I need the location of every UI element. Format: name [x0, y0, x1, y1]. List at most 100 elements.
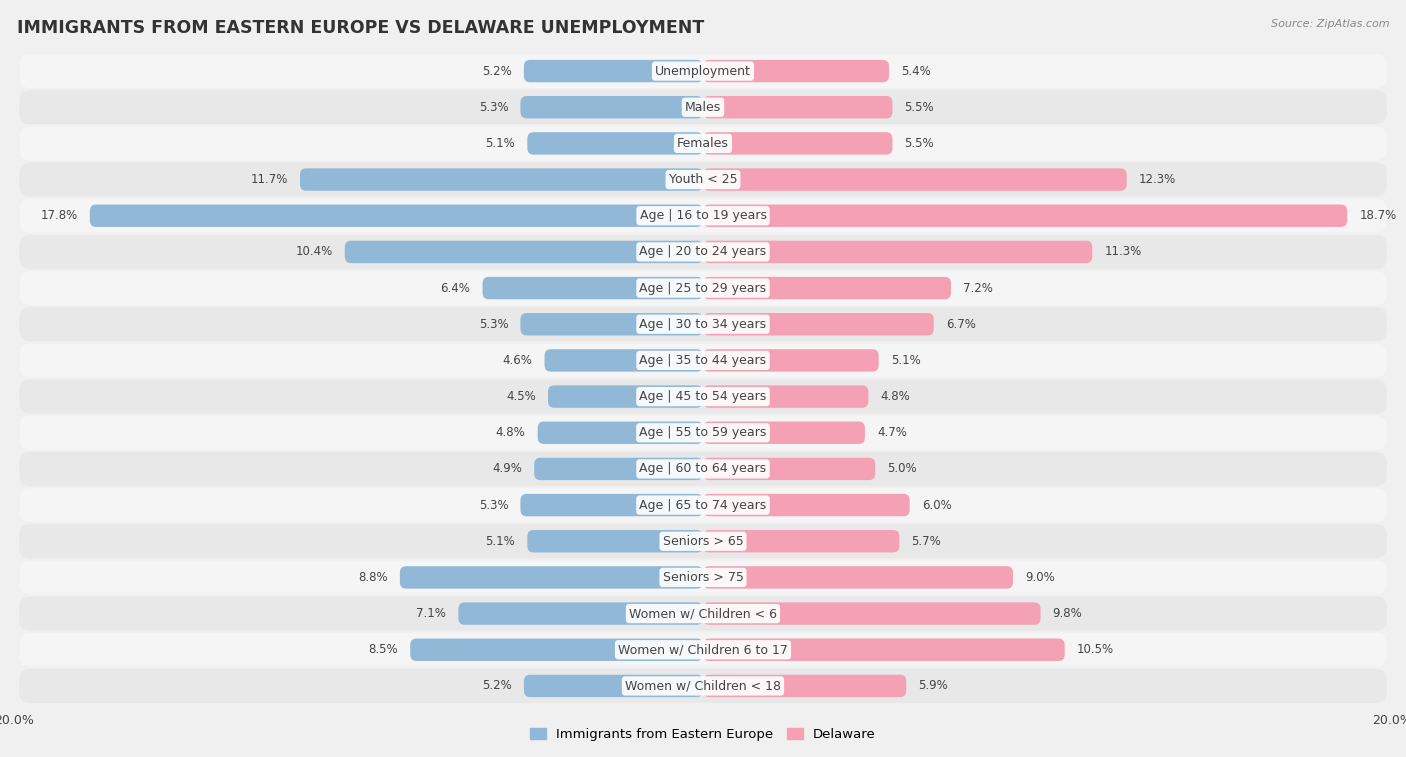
Text: Age | 25 to 29 years: Age | 25 to 29 years — [640, 282, 766, 294]
Text: 5.1%: 5.1% — [485, 137, 515, 150]
Text: Age | 16 to 19 years: Age | 16 to 19 years — [640, 209, 766, 223]
Text: 12.3%: 12.3% — [1139, 173, 1175, 186]
Text: 5.2%: 5.2% — [482, 680, 512, 693]
FancyBboxPatch shape — [703, 674, 907, 697]
Text: 5.3%: 5.3% — [479, 318, 509, 331]
FancyBboxPatch shape — [703, 639, 1064, 661]
Text: 7.1%: 7.1% — [416, 607, 446, 620]
Text: 9.0%: 9.0% — [1025, 571, 1054, 584]
FancyBboxPatch shape — [20, 379, 1386, 413]
FancyBboxPatch shape — [703, 494, 910, 516]
FancyBboxPatch shape — [20, 597, 1386, 631]
FancyBboxPatch shape — [703, 349, 879, 372]
Text: Source: ZipAtlas.com: Source: ZipAtlas.com — [1271, 19, 1389, 29]
Text: 8.8%: 8.8% — [359, 571, 388, 584]
FancyBboxPatch shape — [520, 494, 703, 516]
FancyBboxPatch shape — [527, 132, 703, 154]
FancyBboxPatch shape — [20, 669, 1386, 703]
Text: 11.7%: 11.7% — [250, 173, 288, 186]
FancyBboxPatch shape — [20, 163, 1386, 197]
Text: 5.5%: 5.5% — [904, 101, 934, 114]
FancyBboxPatch shape — [703, 458, 875, 480]
Text: 10.4%: 10.4% — [295, 245, 333, 258]
FancyBboxPatch shape — [524, 60, 703, 83]
Text: 6.4%: 6.4% — [440, 282, 471, 294]
FancyBboxPatch shape — [703, 60, 889, 83]
Text: 4.7%: 4.7% — [877, 426, 907, 439]
Text: 5.9%: 5.9% — [918, 680, 948, 693]
FancyBboxPatch shape — [703, 241, 1092, 263]
Legend: Immigrants from Eastern Europe, Delaware: Immigrants from Eastern Europe, Delaware — [524, 723, 882, 746]
Text: Age | 55 to 59 years: Age | 55 to 59 years — [640, 426, 766, 439]
FancyBboxPatch shape — [703, 530, 900, 553]
Text: 5.3%: 5.3% — [479, 499, 509, 512]
FancyBboxPatch shape — [703, 132, 893, 154]
FancyBboxPatch shape — [20, 90, 1386, 124]
FancyBboxPatch shape — [548, 385, 703, 408]
FancyBboxPatch shape — [20, 452, 1386, 486]
Text: Unemployment: Unemployment — [655, 64, 751, 77]
FancyBboxPatch shape — [20, 199, 1386, 232]
FancyBboxPatch shape — [20, 525, 1386, 558]
Text: 6.0%: 6.0% — [922, 499, 952, 512]
Text: Seniors > 65: Seniors > 65 — [662, 534, 744, 548]
Text: 4.8%: 4.8% — [496, 426, 526, 439]
Text: Age | 45 to 54 years: Age | 45 to 54 years — [640, 390, 766, 403]
Text: 11.3%: 11.3% — [1104, 245, 1142, 258]
FancyBboxPatch shape — [20, 344, 1386, 378]
FancyBboxPatch shape — [703, 603, 1040, 625]
Text: Age | 30 to 34 years: Age | 30 to 34 years — [640, 318, 766, 331]
Text: 18.7%: 18.7% — [1360, 209, 1396, 223]
FancyBboxPatch shape — [20, 54, 1386, 88]
Text: 7.2%: 7.2% — [963, 282, 993, 294]
FancyBboxPatch shape — [344, 241, 703, 263]
Text: 5.4%: 5.4% — [901, 64, 931, 77]
Text: 17.8%: 17.8% — [41, 209, 77, 223]
FancyBboxPatch shape — [20, 235, 1386, 269]
Text: 10.5%: 10.5% — [1077, 643, 1114, 656]
FancyBboxPatch shape — [20, 633, 1386, 667]
FancyBboxPatch shape — [20, 416, 1386, 450]
FancyBboxPatch shape — [703, 168, 1126, 191]
FancyBboxPatch shape — [299, 168, 703, 191]
FancyBboxPatch shape — [703, 385, 869, 408]
FancyBboxPatch shape — [544, 349, 703, 372]
Text: Males: Males — [685, 101, 721, 114]
FancyBboxPatch shape — [703, 96, 893, 118]
FancyBboxPatch shape — [20, 488, 1386, 522]
FancyBboxPatch shape — [527, 530, 703, 553]
Text: 5.1%: 5.1% — [891, 354, 921, 367]
Text: 6.7%: 6.7% — [946, 318, 976, 331]
Text: 4.5%: 4.5% — [506, 390, 536, 403]
FancyBboxPatch shape — [20, 307, 1386, 341]
Text: Women w/ Children < 6: Women w/ Children < 6 — [628, 607, 778, 620]
FancyBboxPatch shape — [537, 422, 703, 444]
Text: Age | 20 to 24 years: Age | 20 to 24 years — [640, 245, 766, 258]
Text: 8.5%: 8.5% — [368, 643, 398, 656]
FancyBboxPatch shape — [534, 458, 703, 480]
Text: Age | 65 to 74 years: Age | 65 to 74 years — [640, 499, 766, 512]
Text: 4.6%: 4.6% — [502, 354, 533, 367]
Text: 5.1%: 5.1% — [485, 534, 515, 548]
FancyBboxPatch shape — [20, 560, 1386, 594]
FancyBboxPatch shape — [20, 126, 1386, 160]
FancyBboxPatch shape — [524, 674, 703, 697]
FancyBboxPatch shape — [482, 277, 703, 299]
Text: Women w/ Children 6 to 17: Women w/ Children 6 to 17 — [619, 643, 787, 656]
Text: 5.0%: 5.0% — [887, 463, 917, 475]
FancyBboxPatch shape — [411, 639, 703, 661]
FancyBboxPatch shape — [20, 271, 1386, 305]
Text: 5.2%: 5.2% — [482, 64, 512, 77]
FancyBboxPatch shape — [520, 313, 703, 335]
FancyBboxPatch shape — [703, 422, 865, 444]
Text: Females: Females — [678, 137, 728, 150]
Text: 9.8%: 9.8% — [1053, 607, 1083, 620]
FancyBboxPatch shape — [703, 566, 1012, 589]
FancyBboxPatch shape — [703, 204, 1347, 227]
Text: Age | 60 to 64 years: Age | 60 to 64 years — [640, 463, 766, 475]
Text: Seniors > 75: Seniors > 75 — [662, 571, 744, 584]
Text: Age | 35 to 44 years: Age | 35 to 44 years — [640, 354, 766, 367]
Text: Women w/ Children < 18: Women w/ Children < 18 — [626, 680, 780, 693]
FancyBboxPatch shape — [703, 313, 934, 335]
FancyBboxPatch shape — [520, 96, 703, 118]
